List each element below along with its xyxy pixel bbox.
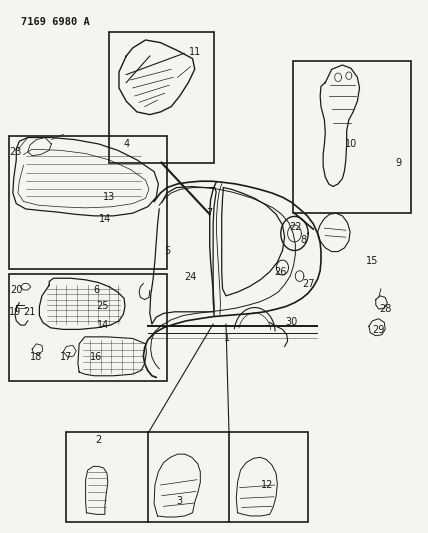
Text: 4: 4 xyxy=(123,139,129,149)
Text: 18: 18 xyxy=(30,352,42,362)
Text: 7: 7 xyxy=(207,208,213,218)
Bar xyxy=(66,432,308,522)
Text: 5: 5 xyxy=(164,246,170,255)
Text: 8: 8 xyxy=(301,235,307,245)
Text: 30: 30 xyxy=(285,318,297,327)
Text: 17: 17 xyxy=(60,352,72,362)
Text: 12: 12 xyxy=(262,480,273,490)
Text: 9: 9 xyxy=(395,158,401,167)
Text: 26: 26 xyxy=(274,267,286,277)
Text: 25: 25 xyxy=(96,302,109,311)
Text: 15: 15 xyxy=(366,256,378,266)
Text: 20: 20 xyxy=(10,286,22,295)
Text: 21: 21 xyxy=(23,307,35,317)
Text: 11: 11 xyxy=(189,47,201,56)
Text: 16: 16 xyxy=(90,352,102,362)
Bar xyxy=(9,274,167,381)
Text: 13: 13 xyxy=(103,192,115,202)
Text: 23: 23 xyxy=(9,147,21,157)
Text: 27: 27 xyxy=(302,279,315,288)
Text: 14: 14 xyxy=(99,214,111,223)
Bar xyxy=(293,61,411,213)
Text: 22: 22 xyxy=(289,222,302,231)
Text: 14: 14 xyxy=(97,320,109,330)
Text: 28: 28 xyxy=(379,304,391,314)
Text: 6: 6 xyxy=(93,286,99,295)
Text: 3: 3 xyxy=(177,496,183,506)
Text: 10: 10 xyxy=(345,139,357,149)
Text: 19: 19 xyxy=(9,307,21,317)
Text: 24: 24 xyxy=(184,272,196,282)
Text: 7169 6980 A: 7169 6980 A xyxy=(21,17,90,27)
Bar xyxy=(109,32,214,163)
Text: 2: 2 xyxy=(95,435,101,445)
Text: 29: 29 xyxy=(373,326,385,335)
Text: 1: 1 xyxy=(224,334,230,343)
Bar xyxy=(9,136,167,269)
